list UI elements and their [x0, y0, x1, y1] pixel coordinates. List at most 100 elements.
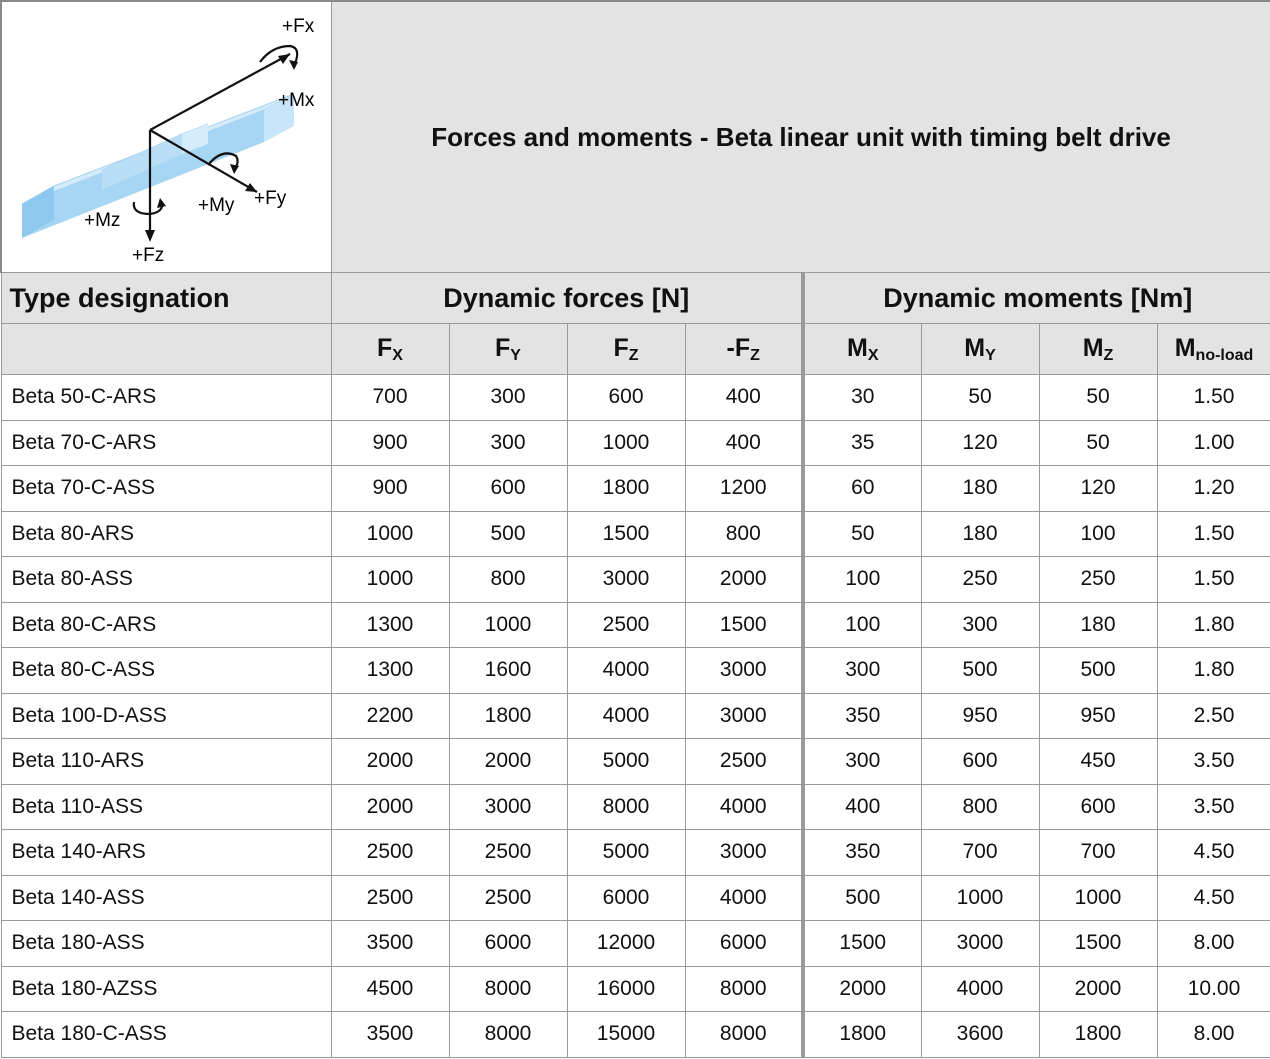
value-cell: 250: [920, 556, 1040, 603]
value-cell: 4500: [330, 965, 450, 1012]
diagram-label-my: +My: [198, 195, 235, 216]
value-cell: 700: [330, 374, 450, 421]
diagram-label-fz: +Fz: [132, 245, 164, 266]
value-cell: 3000: [448, 783, 568, 830]
value-cell: 1600: [448, 647, 568, 694]
value-cell: 500: [920, 647, 1040, 694]
value-cell: 600: [448, 465, 568, 512]
value-cell: 600: [920, 738, 1040, 785]
value-cell: 1.50: [1156, 556, 1270, 603]
value-cell: 1300: [330, 601, 450, 648]
value-cell: 1.00: [1156, 419, 1270, 466]
value-cell: 3000: [684, 829, 805, 876]
value-cell: 1800: [1038, 1011, 1158, 1058]
value-cell: 8000: [684, 965, 805, 1012]
value-cell: 8000: [448, 965, 568, 1012]
type-designation-cell: Beta 80-C-ASS: [0, 647, 332, 694]
value-cell: 3000: [566, 556, 686, 603]
column-header-mz: MZ: [1038, 323, 1158, 375]
value-cell: 6000: [566, 874, 686, 921]
value-cell: 1800: [566, 465, 686, 512]
value-cell: 180: [920, 465, 1040, 512]
value-cell: 2000: [330, 738, 450, 785]
type-designation-cell: Beta 140-ARS: [0, 829, 332, 876]
value-cell: 1500: [1038, 920, 1158, 967]
value-cell: 900: [330, 419, 450, 466]
value-cell: 100: [802, 556, 922, 603]
table-row: Beta 140-ASS 2500 2500 6000 4000 500 1000 1000 4…: [0, 874, 1270, 921]
value-cell: 400: [684, 419, 805, 466]
value-cell: 300: [920, 601, 1040, 648]
diagram-label-mx: +Mx: [278, 90, 315, 111]
value-cell: 350: [802, 829, 922, 876]
value-cell: 1000: [566, 419, 686, 466]
value-cell: 600: [566, 374, 686, 421]
type-designation-cell: Beta 50-C-ARS: [0, 374, 332, 421]
value-cell: 700: [1038, 829, 1158, 876]
value-cell: 2000: [330, 783, 450, 830]
column-header-fy: FY: [448, 323, 568, 375]
value-cell: 100: [802, 601, 922, 648]
value-cell: 1500: [684, 601, 805, 648]
table-body: Beta 50-C-ARS 700 300 600 400 30 50 50 1.50 Beta …: [0, 374, 1270, 1058]
value-cell: 1.50: [1156, 510, 1270, 557]
column-header-fx: FX: [330, 323, 450, 375]
column-header-fz: FZ: [566, 323, 686, 375]
diagram-label-fy: +Fy: [254, 188, 287, 209]
value-cell: 100: [1038, 510, 1158, 557]
value-cell: 4000: [566, 647, 686, 694]
value-cell: 180: [1038, 601, 1158, 648]
table-title: Forces and moments - Beta linear unit wi…: [330, 0, 1270, 273]
value-cell: 2500: [448, 874, 568, 921]
value-cell: 60: [802, 465, 922, 512]
value-cell: 15000: [566, 1011, 686, 1058]
value-cell: 3500: [330, 920, 450, 967]
value-cell: 30: [802, 374, 922, 421]
value-cell: 4.50: [1156, 829, 1270, 876]
linear-unit-axis-diagram: +Fx +Mx +My +Fy +Mz +Fz: [21, 16, 315, 266]
type-designation-cell: Beta 110-ASS: [0, 783, 332, 830]
value-cell: 800: [684, 510, 805, 557]
value-cell: 300: [448, 374, 568, 421]
table-row: Beta 180-ASS 3500 6000 12000 6000 1500 3000 150…: [0, 920, 1270, 967]
value-cell: 3600: [920, 1011, 1040, 1058]
value-cell: 1000: [1038, 874, 1158, 921]
value-cell: 8000: [684, 1011, 805, 1058]
value-cell: 4000: [920, 965, 1040, 1012]
value-cell: 500: [802, 874, 922, 921]
value-cell: 300: [802, 647, 922, 694]
value-cell: 50: [1038, 374, 1158, 421]
value-cell: 3000: [920, 920, 1040, 967]
value-cell: 10.00: [1156, 965, 1270, 1012]
table-row: Beta 110-ARS 2000 2000 5000 2500 300 600 450 3.5…: [0, 738, 1270, 785]
value-cell: 120: [920, 419, 1040, 466]
value-cell: 8000: [566, 783, 686, 830]
table-row: Beta 110-ASS 2000 3000 8000 4000 400 800 600 3.5…: [0, 783, 1270, 830]
value-cell: 35: [802, 419, 922, 466]
type-designation-cell: Beta 180-C-ASS: [0, 1011, 332, 1058]
value-cell: 2000: [448, 738, 568, 785]
diagram-label-mz: +Mz: [84, 210, 120, 231]
value-cell: 3.50: [1156, 738, 1270, 785]
value-cell: 1000: [448, 601, 568, 648]
value-cell: 2000: [684, 556, 805, 603]
value-cell: 3000: [684, 647, 805, 694]
value-cell: 50: [920, 374, 1040, 421]
table-row: Beta 80-C-ARS 1300 1000 2500 1500 100 300 180 1.…: [0, 601, 1270, 648]
dynamic-moments-header: Dynamic moments [Nm]: [802, 272, 1270, 324]
type-designation-cell: Beta 140-ASS: [0, 874, 332, 921]
value-cell: 1.20: [1156, 465, 1270, 512]
column-header-mx: MX: [802, 323, 922, 375]
value-cell: 950: [1038, 692, 1158, 739]
type-designation-cell: Beta 70-C-ARS: [0, 419, 332, 466]
table-row: Beta 80-C-ASS 1300 1600 4000 3000 300 500 500 1.…: [0, 647, 1270, 694]
value-cell: 50: [802, 510, 922, 557]
type-designation-cell: Beta 180-ASS: [0, 920, 332, 967]
table-row: Beta 70-C-ARS 900 300 1000 400 35 120 50 1.00: [0, 419, 1270, 466]
type-designation-cell: Beta 100-D-ASS: [0, 692, 332, 739]
value-cell: 300: [448, 419, 568, 466]
value-cell: 1800: [802, 1011, 922, 1058]
value-cell: 1.80: [1156, 601, 1270, 648]
value-cell: 2200: [330, 692, 450, 739]
